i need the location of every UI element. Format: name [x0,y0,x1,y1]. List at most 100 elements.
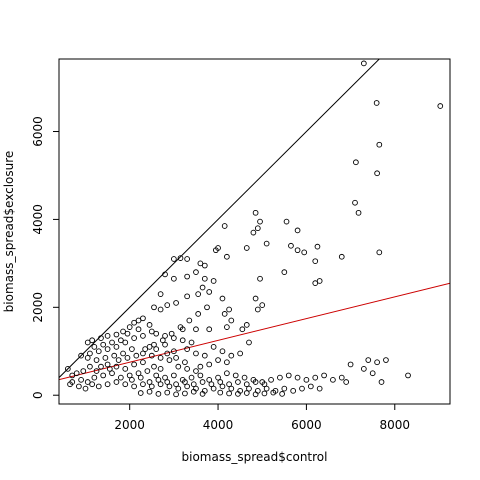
data-point [224,253,230,260]
data-point [153,372,160,379]
x-tick-label: 6000 [291,418,322,432]
data-point [199,284,206,291]
data-point [109,339,115,346]
data-point [197,260,204,267]
data-point [190,388,197,395]
data-point [124,330,131,337]
data-point [102,355,109,361]
data-point [166,357,173,363]
data-point [215,374,221,381]
data-point [374,359,380,366]
data-point [270,389,277,396]
data-point [206,376,213,383]
data-point [120,328,126,335]
data-point [193,350,199,357]
data-point [175,363,182,370]
data-point [122,339,129,346]
data-point [193,368,199,374]
data-point [268,376,274,383]
data-point [93,368,100,374]
data-point [257,218,263,225]
data-point [352,199,358,206]
y-tick-label: 0 [31,391,45,399]
data-point [312,258,319,265]
data-point [146,322,153,328]
data-point [252,391,259,398]
data-point [64,365,71,372]
data-point [91,374,98,381]
data-point [162,341,168,348]
y-tick-label: 4000 [31,204,45,235]
data-point [201,262,208,269]
data-point [89,381,95,388]
data-point [151,363,157,370]
data-point [277,374,283,381]
data-point [228,385,235,392]
data-point [285,372,292,379]
x-tick-label: 4000 [203,418,234,432]
data-point [173,355,179,361]
data-point [190,381,197,388]
data-point [199,391,206,397]
data-point [184,256,190,262]
data-point [144,368,151,374]
data-point [78,376,84,383]
data-point [243,390,250,396]
data-point [219,295,226,302]
data-point [405,372,411,379]
data-point [201,352,208,359]
data-point [303,376,310,383]
data-point [82,385,89,392]
data-point [252,209,259,216]
data-point [157,355,164,361]
data-point [184,346,190,352]
data-point [288,242,294,249]
data-point [151,304,157,311]
data-point [104,346,111,352]
data-point [206,326,213,333]
data-point [290,387,297,394]
data-point [188,374,195,381]
data-point [124,355,131,361]
data-point [137,374,144,381]
data-point [182,359,188,366]
data-point [347,361,354,368]
data-point [378,379,385,385]
x-axis: 2000 4000 6000 8000 [114,404,410,432]
y-tick-label: 6000 [31,116,45,147]
data-point [113,363,120,370]
x-axis-label: biomass_spread$control [182,450,328,464]
data-point [195,291,202,297]
data-point [321,372,327,379]
data-point [188,339,195,346]
data-point [84,379,91,385]
data-point [164,302,171,308]
data-point [177,255,184,261]
data-point [338,374,345,381]
x-tick-label: 8000 [380,418,411,432]
data-point [171,256,177,262]
data-point [221,311,228,317]
data-point [115,357,122,363]
data-point [157,306,164,313]
data-point [206,361,213,368]
data-point [294,374,301,381]
data-point [162,271,168,278]
data-point [140,359,146,366]
data-point [228,352,235,359]
data-point [184,365,190,372]
data-point [243,381,250,388]
data-point [374,170,380,177]
data-point [155,391,162,397]
data-point [241,374,248,381]
data-point [281,269,288,276]
data-point [193,326,199,333]
data-point [126,324,133,330]
data-point [226,381,232,388]
data-point [235,379,241,385]
data-point [383,357,389,363]
data-point [204,304,210,311]
data-point [148,352,155,359]
data-point [80,368,87,374]
